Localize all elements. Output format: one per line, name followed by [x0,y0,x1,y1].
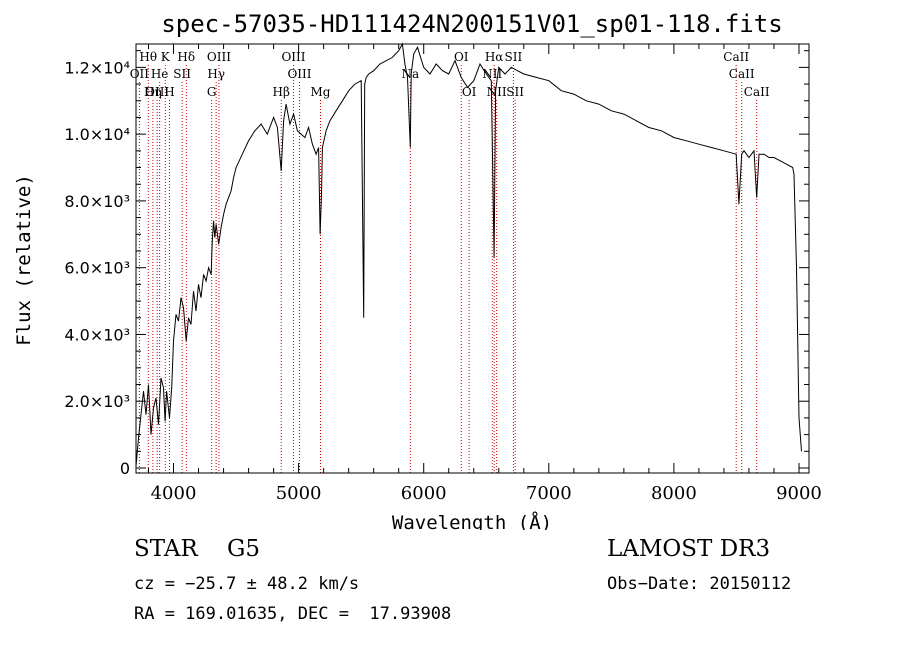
spectral-line-label: K [161,50,171,64]
spectral-line-label: CaII [723,50,749,64]
y-axis-label: Flux (relative) [13,174,35,346]
spectral-line-label: CaII [744,85,770,99]
ra-dec-coordinates: RA = 169.01635, DEC = 17.93908 [134,604,452,624]
spectral-line-label: G [207,85,217,99]
y-tick-label: 0 [120,459,130,478]
survey-label: LAMOST DR3 [607,536,771,562]
spectral-line-label: NII [487,85,507,99]
observation-date: Obs−Date: 20150112 [607,574,792,594]
spectral-line-label: SII [506,85,524,99]
spectral-line-label: OI [454,50,469,64]
spectral-line-label: OII [130,67,150,81]
y-tick-label: 8.0×10³ [64,192,130,211]
x-tick-label: 9000 [776,483,822,504]
chart-title: spec-57035-HD111424N200151V01_sp01-118.f… [161,10,782,38]
y-tick-label: 1.0×10⁴ [64,125,130,144]
spectral-line-label: OIII [145,85,169,99]
star-type-label: STAR G5 [134,536,261,562]
x-axis-ticks: 4000 5000 6000 7000 8000 9000 [148,44,822,504]
spectral-line-label: Hγ [207,67,225,81]
spectral-line-label: Mg [311,85,331,99]
y-tick-label: 2.0×10³ [64,392,130,411]
spectral-line-label: Na [402,67,420,81]
spectral-line-markers [138,65,758,473]
spectral-line-label: H [164,85,174,99]
plot-frame [135,43,810,474]
spectral-line-label: SII [505,50,523,64]
spectral-line-label: Hδ [177,50,195,64]
redshift-velocity: cz = −25.7 ± 48.2 km/s [134,574,360,594]
spectral-line-label: Hη [144,85,162,99]
spectral-line-label: Hα [485,50,504,64]
x-axis-label: Wavelength (Å) [392,511,552,530]
x-tick-label: 7000 [526,483,572,504]
spectral-line-label: OIII [287,67,311,81]
y-tick-label: 4.0×10³ [64,325,130,344]
spectral-line-label: Hβ [273,85,290,99]
spectral-line-label: OIII [207,50,231,64]
x-tick-label: 8000 [651,483,697,504]
y-tick-label: 1.2×10⁴ [64,58,130,77]
x-tick-label: 4000 [151,483,197,504]
y-axis-ticks: 0 2.0×10³ 4.0×10³ 6.0×10³ 8.0×10³ 1.0×10⁴ 1.2×… [64,50,809,478]
spectral-line-label: NII [482,67,502,81]
spectral-line-label: SII [173,67,191,81]
x-tick-label: 5000 [276,483,322,504]
spectrum-series-line [135,42,802,467]
x-tick-label: 6000 [401,483,447,504]
y-tick-label: 6.0×10³ [64,259,130,278]
spectral-line-label: Hθ [139,50,157,64]
spectral-line-label: He [151,67,169,81]
spectral-line-label: OIII [281,50,305,64]
spectral-line-label: OI [462,85,477,99]
spectral-line-label: CaII [729,67,755,81]
